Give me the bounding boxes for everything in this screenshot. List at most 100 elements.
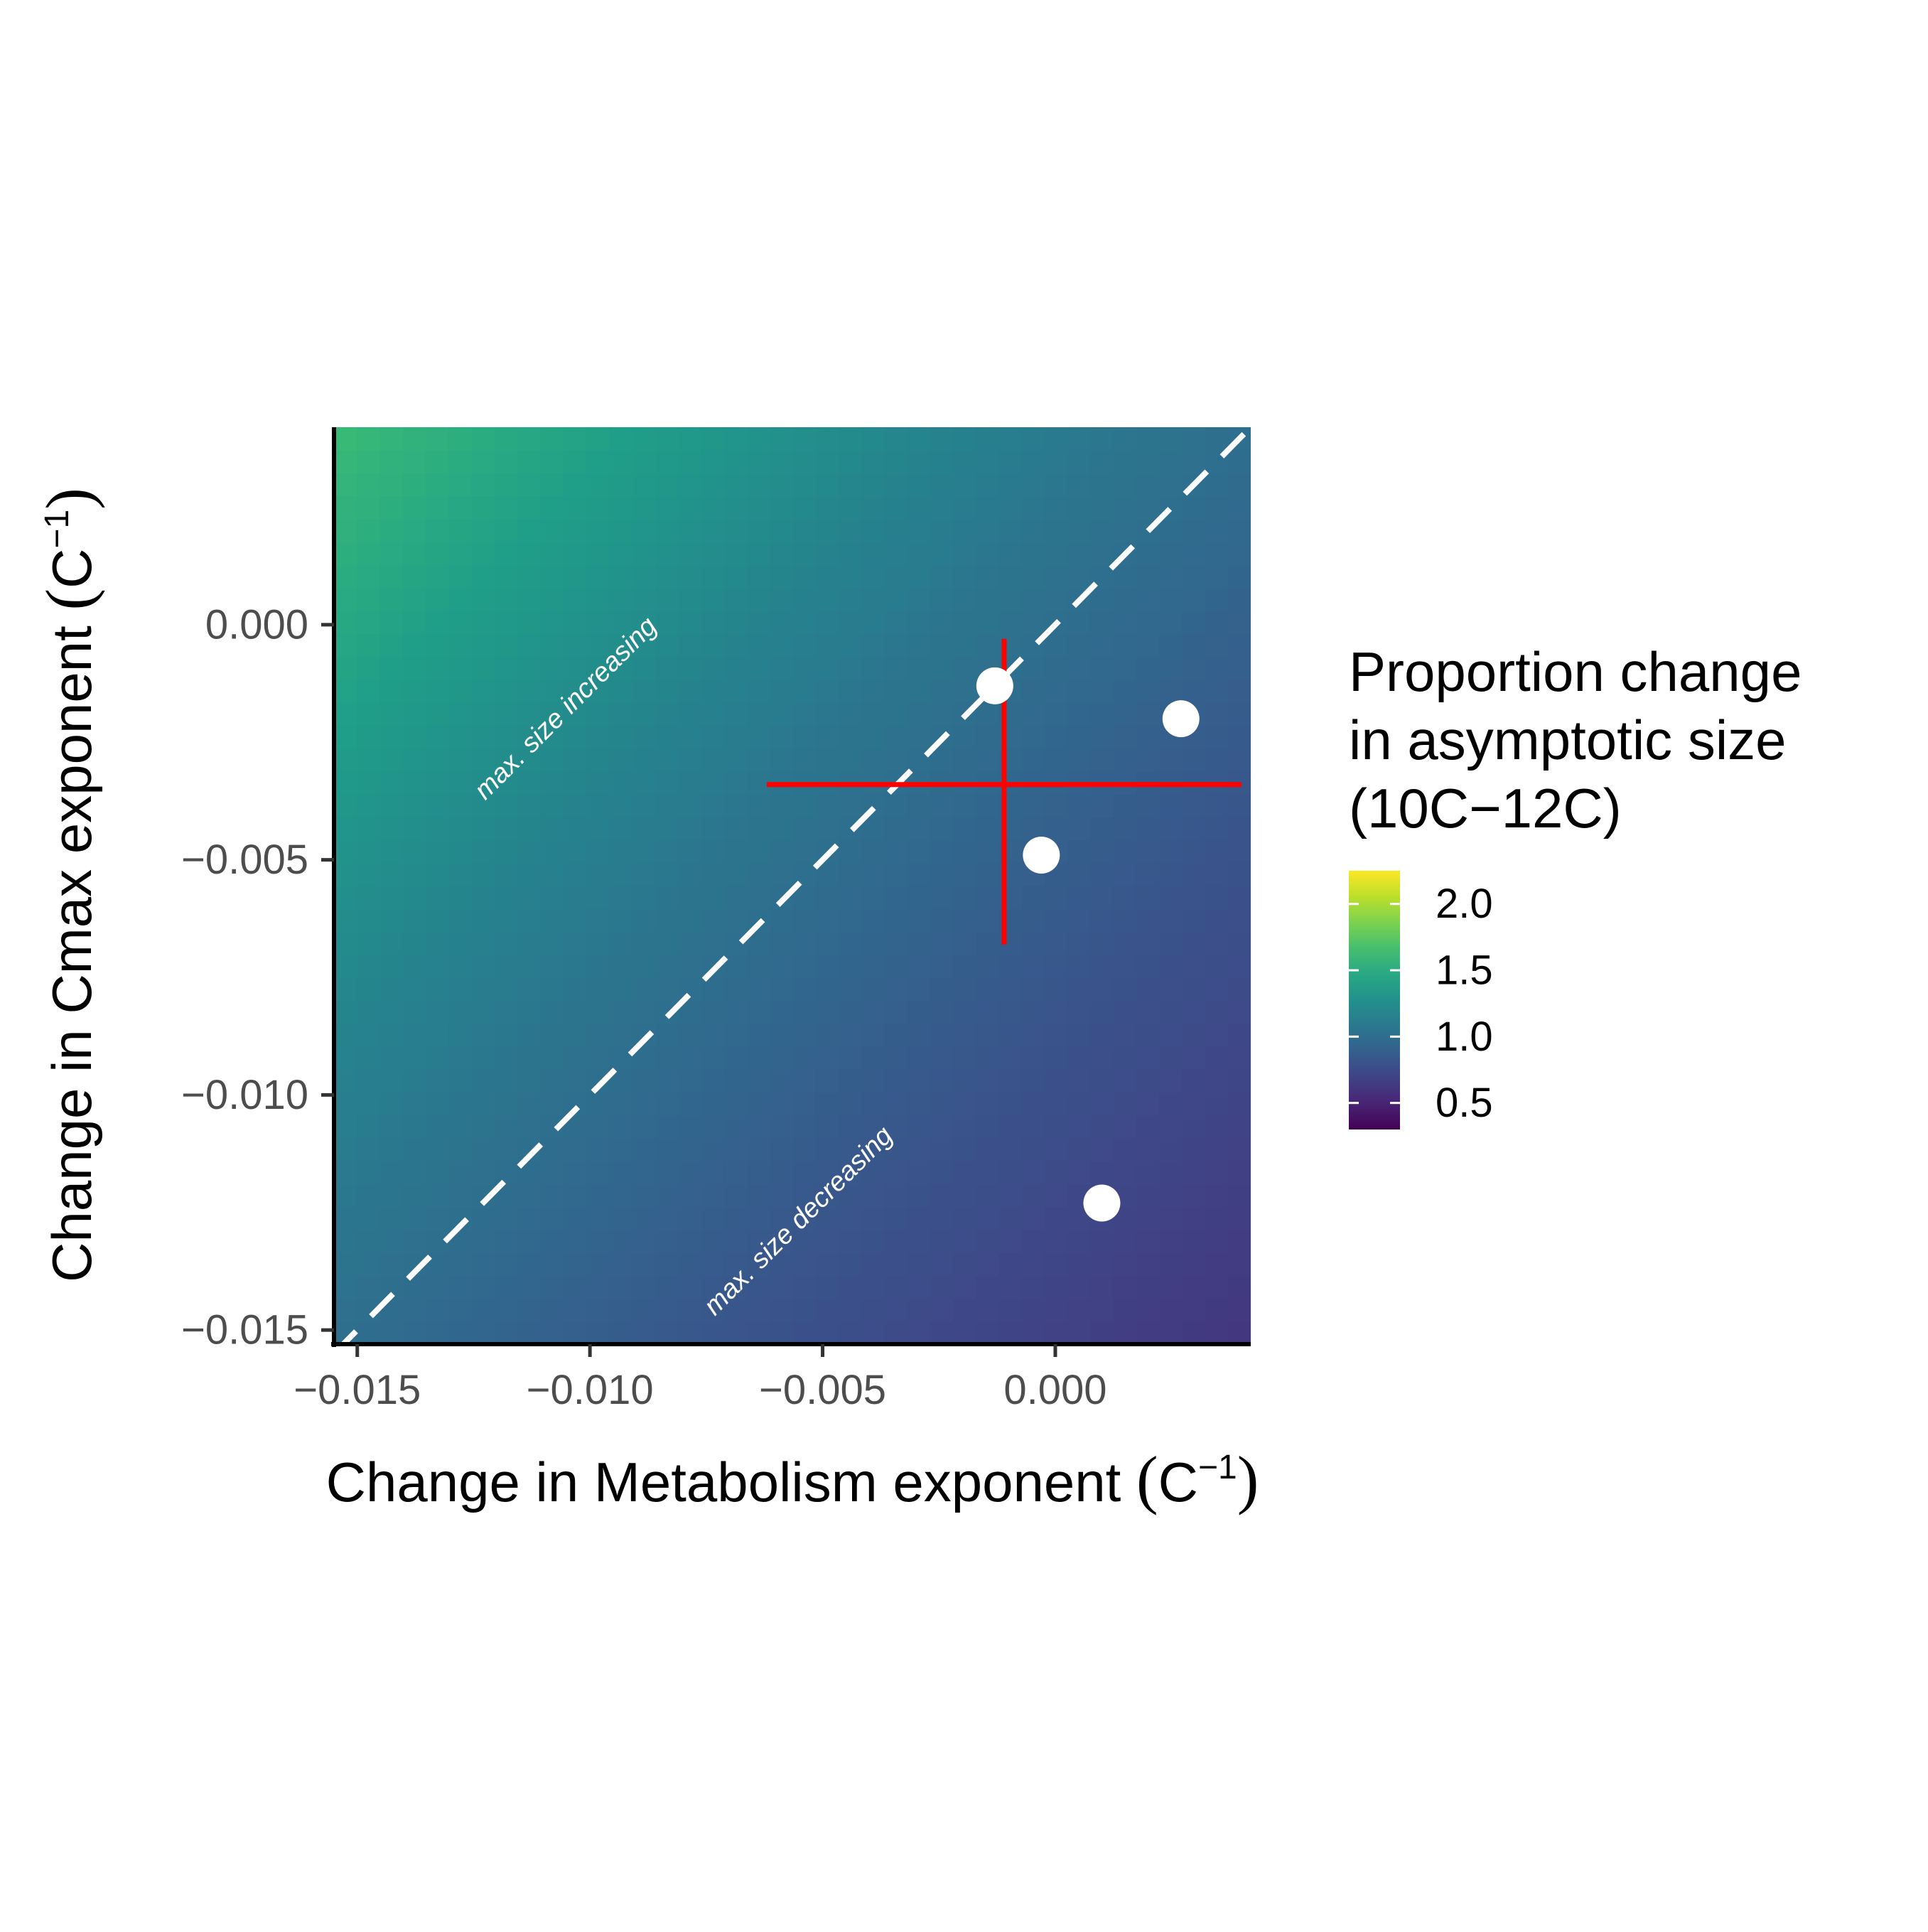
heatmap-cell (723, 1229, 748, 1253)
heatmap-cell (861, 519, 885, 543)
heatmap-cell (1021, 908, 1045, 933)
heatmap-cell (540, 725, 564, 749)
heatmap-cell (1182, 1092, 1206, 1116)
heatmap-cell (402, 771, 426, 795)
heatmap-cell (402, 450, 426, 474)
heatmap-cell (1021, 702, 1045, 726)
heatmap-cell (586, 1161, 610, 1185)
heatmap-cell (609, 450, 633, 474)
heatmap-cell (723, 611, 748, 635)
heatmap-cell (426, 1321, 450, 1344)
heatmap-cell (930, 1137, 954, 1161)
heatmap-cell (471, 817, 495, 841)
heatmap-cell (976, 1069, 1000, 1093)
heatmap-cell (540, 519, 564, 543)
heatmap-cell (952, 656, 976, 680)
heatmap-cell (792, 1092, 817, 1116)
heatmap-cell (815, 794, 839, 818)
heatmap-cell (746, 427, 770, 451)
heatmap-cell (1227, 1206, 1251, 1230)
heatmap-cell (540, 702, 564, 726)
heatmap-cell (494, 817, 518, 841)
heatmap-cell (746, 473, 770, 497)
heatmap-cell (540, 931, 564, 955)
heatmap-cell (334, 748, 358, 772)
heatmap-cell (471, 542, 495, 566)
heatmap-cell (1136, 1229, 1160, 1253)
heatmap-cell (494, 519, 518, 543)
heatmap-cell (402, 1229, 426, 1253)
heatmap-cell (426, 1137, 450, 1161)
heatmap-cell (746, 1115, 770, 1139)
heatmap-cell (655, 1069, 679, 1093)
heatmap-cell (976, 1229, 1000, 1253)
heatmap-cell (334, 817, 358, 841)
heatmap-cell (655, 702, 679, 726)
heatmap-cell (563, 748, 587, 772)
heatmap-cell (1090, 1046, 1114, 1070)
heatmap-cell (426, 908, 450, 933)
heatmap-cell (540, 1069, 564, 1093)
heatmap-cell (334, 702, 358, 726)
heatmap-cell (701, 1046, 725, 1070)
heatmap-cell (677, 1184, 701, 1208)
heatmap-cell (609, 702, 633, 726)
heatmap-cell (379, 794, 404, 818)
heatmap-cell (402, 908, 426, 933)
heatmap-cell (930, 633, 954, 658)
heatmap-cell (494, 450, 518, 474)
heatmap-cell (402, 817, 426, 841)
heatmap-cell (379, 702, 404, 726)
heatmap-cell (1182, 1000, 1206, 1024)
heatmap-cell (884, 611, 908, 635)
heatmap-cell (930, 1069, 954, 1093)
heatmap-cell (379, 1046, 404, 1070)
heatmap-cell (426, 794, 450, 818)
heatmap-cell (1227, 1069, 1251, 1093)
heatmap-cell (907, 725, 931, 749)
heatmap-cell (632, 817, 656, 841)
heatmap-cell (746, 1092, 770, 1116)
heatmap-cell (494, 886, 518, 910)
heatmap-cell (379, 931, 404, 955)
heatmap-cell (907, 862, 931, 886)
heatmap-cell (677, 702, 701, 726)
heatmap-cell (815, 748, 839, 772)
heatmap-cell (1182, 519, 1206, 543)
heatmap-cell (1159, 1069, 1183, 1093)
x-tick-label: −0.005 (759, 1367, 886, 1413)
heatmap-cell (746, 771, 770, 795)
heatmap-cell (494, 656, 518, 680)
heatmap-cell (746, 839, 770, 864)
heatmap-cell (1227, 794, 1251, 818)
heatmap-cell (907, 1298, 931, 1322)
heatmap-cell (334, 1206, 358, 1230)
heatmap-cell (563, 817, 587, 841)
heatmap-cell (701, 1321, 725, 1344)
heatmap-cell (1090, 427, 1114, 451)
heatmap-cell (517, 679, 542, 703)
heatmap-cell (723, 1000, 748, 1024)
heatmap-cell (1067, 977, 1092, 1002)
heatmap-cell (1182, 633, 1206, 658)
heatmap-cell (792, 542, 817, 566)
heatmap-cell (1136, 748, 1160, 772)
heatmap-cell (517, 1115, 542, 1139)
heatmap-cell (1227, 564, 1251, 589)
heatmap-cell (517, 450, 542, 474)
heatmap-cell (1182, 611, 1206, 635)
heatmap-cell (471, 495, 495, 520)
heatmap-cell (357, 495, 381, 520)
heatmap-cell (357, 587, 381, 611)
heatmap-cell (701, 1161, 725, 1185)
heatmap-cell (723, 771, 748, 795)
heatmap-cell (563, 1206, 587, 1230)
heatmap-cell (677, 771, 701, 795)
heatmap-cell (471, 839, 495, 864)
heatmap-cell (815, 1184, 839, 1208)
heatmap-cell (448, 931, 473, 955)
heatmap-cell (632, 1184, 656, 1208)
heatmap-cell (426, 519, 450, 543)
heatmap-cell (632, 495, 656, 520)
